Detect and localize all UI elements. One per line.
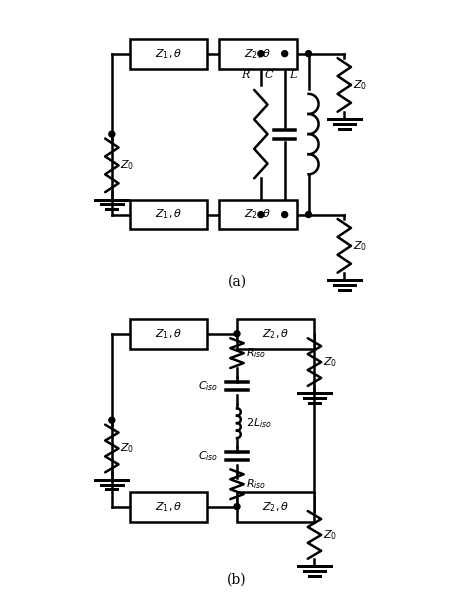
Circle shape	[306, 212, 311, 218]
Circle shape	[234, 504, 240, 510]
Text: $Z_0$: $Z_0$	[323, 355, 337, 369]
Text: $Z_0$: $Z_0$	[120, 442, 135, 455]
Text: $Z_0$: $Z_0$	[353, 239, 367, 253]
Circle shape	[282, 212, 288, 218]
Circle shape	[109, 131, 115, 137]
Text: $R_{iso}$: $R_{iso}$	[246, 477, 266, 491]
Bar	[130, 319, 207, 349]
Text: $C_{iso}$: $C_{iso}$	[198, 379, 219, 393]
Circle shape	[258, 212, 264, 218]
Bar	[130, 200, 207, 229]
Text: $Z_1,\theta$: $Z_1,\theta$	[155, 499, 182, 514]
Text: $Z_0$: $Z_0$	[353, 78, 367, 92]
Bar	[219, 39, 297, 69]
Text: $2L_{iso}$: $2L_{iso}$	[246, 416, 272, 430]
Text: (b): (b)	[227, 573, 247, 587]
Circle shape	[258, 51, 264, 57]
Text: $Z_1,\theta$: $Z_1,\theta$	[155, 327, 182, 341]
Text: $Z_0$: $Z_0$	[323, 528, 337, 542]
Text: R: R	[241, 70, 249, 79]
Text: $Z_2,\theta$: $Z_2,\theta$	[244, 207, 272, 222]
Text: (a): (a)	[228, 275, 246, 289]
Text: $Z_2,\theta$: $Z_2,\theta$	[244, 46, 272, 61]
Text: $Z_1,\theta$: $Z_1,\theta$	[155, 46, 182, 61]
Text: $Z_0$: $Z_0$	[120, 159, 135, 172]
Text: L: L	[289, 70, 297, 79]
Bar	[237, 319, 314, 349]
Bar	[130, 492, 207, 522]
Text: $Z_1,\theta$: $Z_1,\theta$	[155, 207, 182, 222]
Text: $R_{iso}$: $R_{iso}$	[246, 346, 266, 360]
Text: C: C	[265, 70, 273, 79]
Circle shape	[234, 331, 240, 337]
Bar	[237, 492, 314, 522]
Text: $Z_2,\theta$: $Z_2,\theta$	[262, 327, 290, 341]
Text: $Z_2,\theta$: $Z_2,\theta$	[262, 499, 290, 514]
Circle shape	[109, 417, 115, 423]
Bar	[219, 200, 297, 229]
Circle shape	[306, 51, 311, 57]
Circle shape	[282, 51, 288, 57]
Bar	[130, 39, 207, 69]
Text: $C_{iso}$: $C_{iso}$	[198, 449, 219, 463]
